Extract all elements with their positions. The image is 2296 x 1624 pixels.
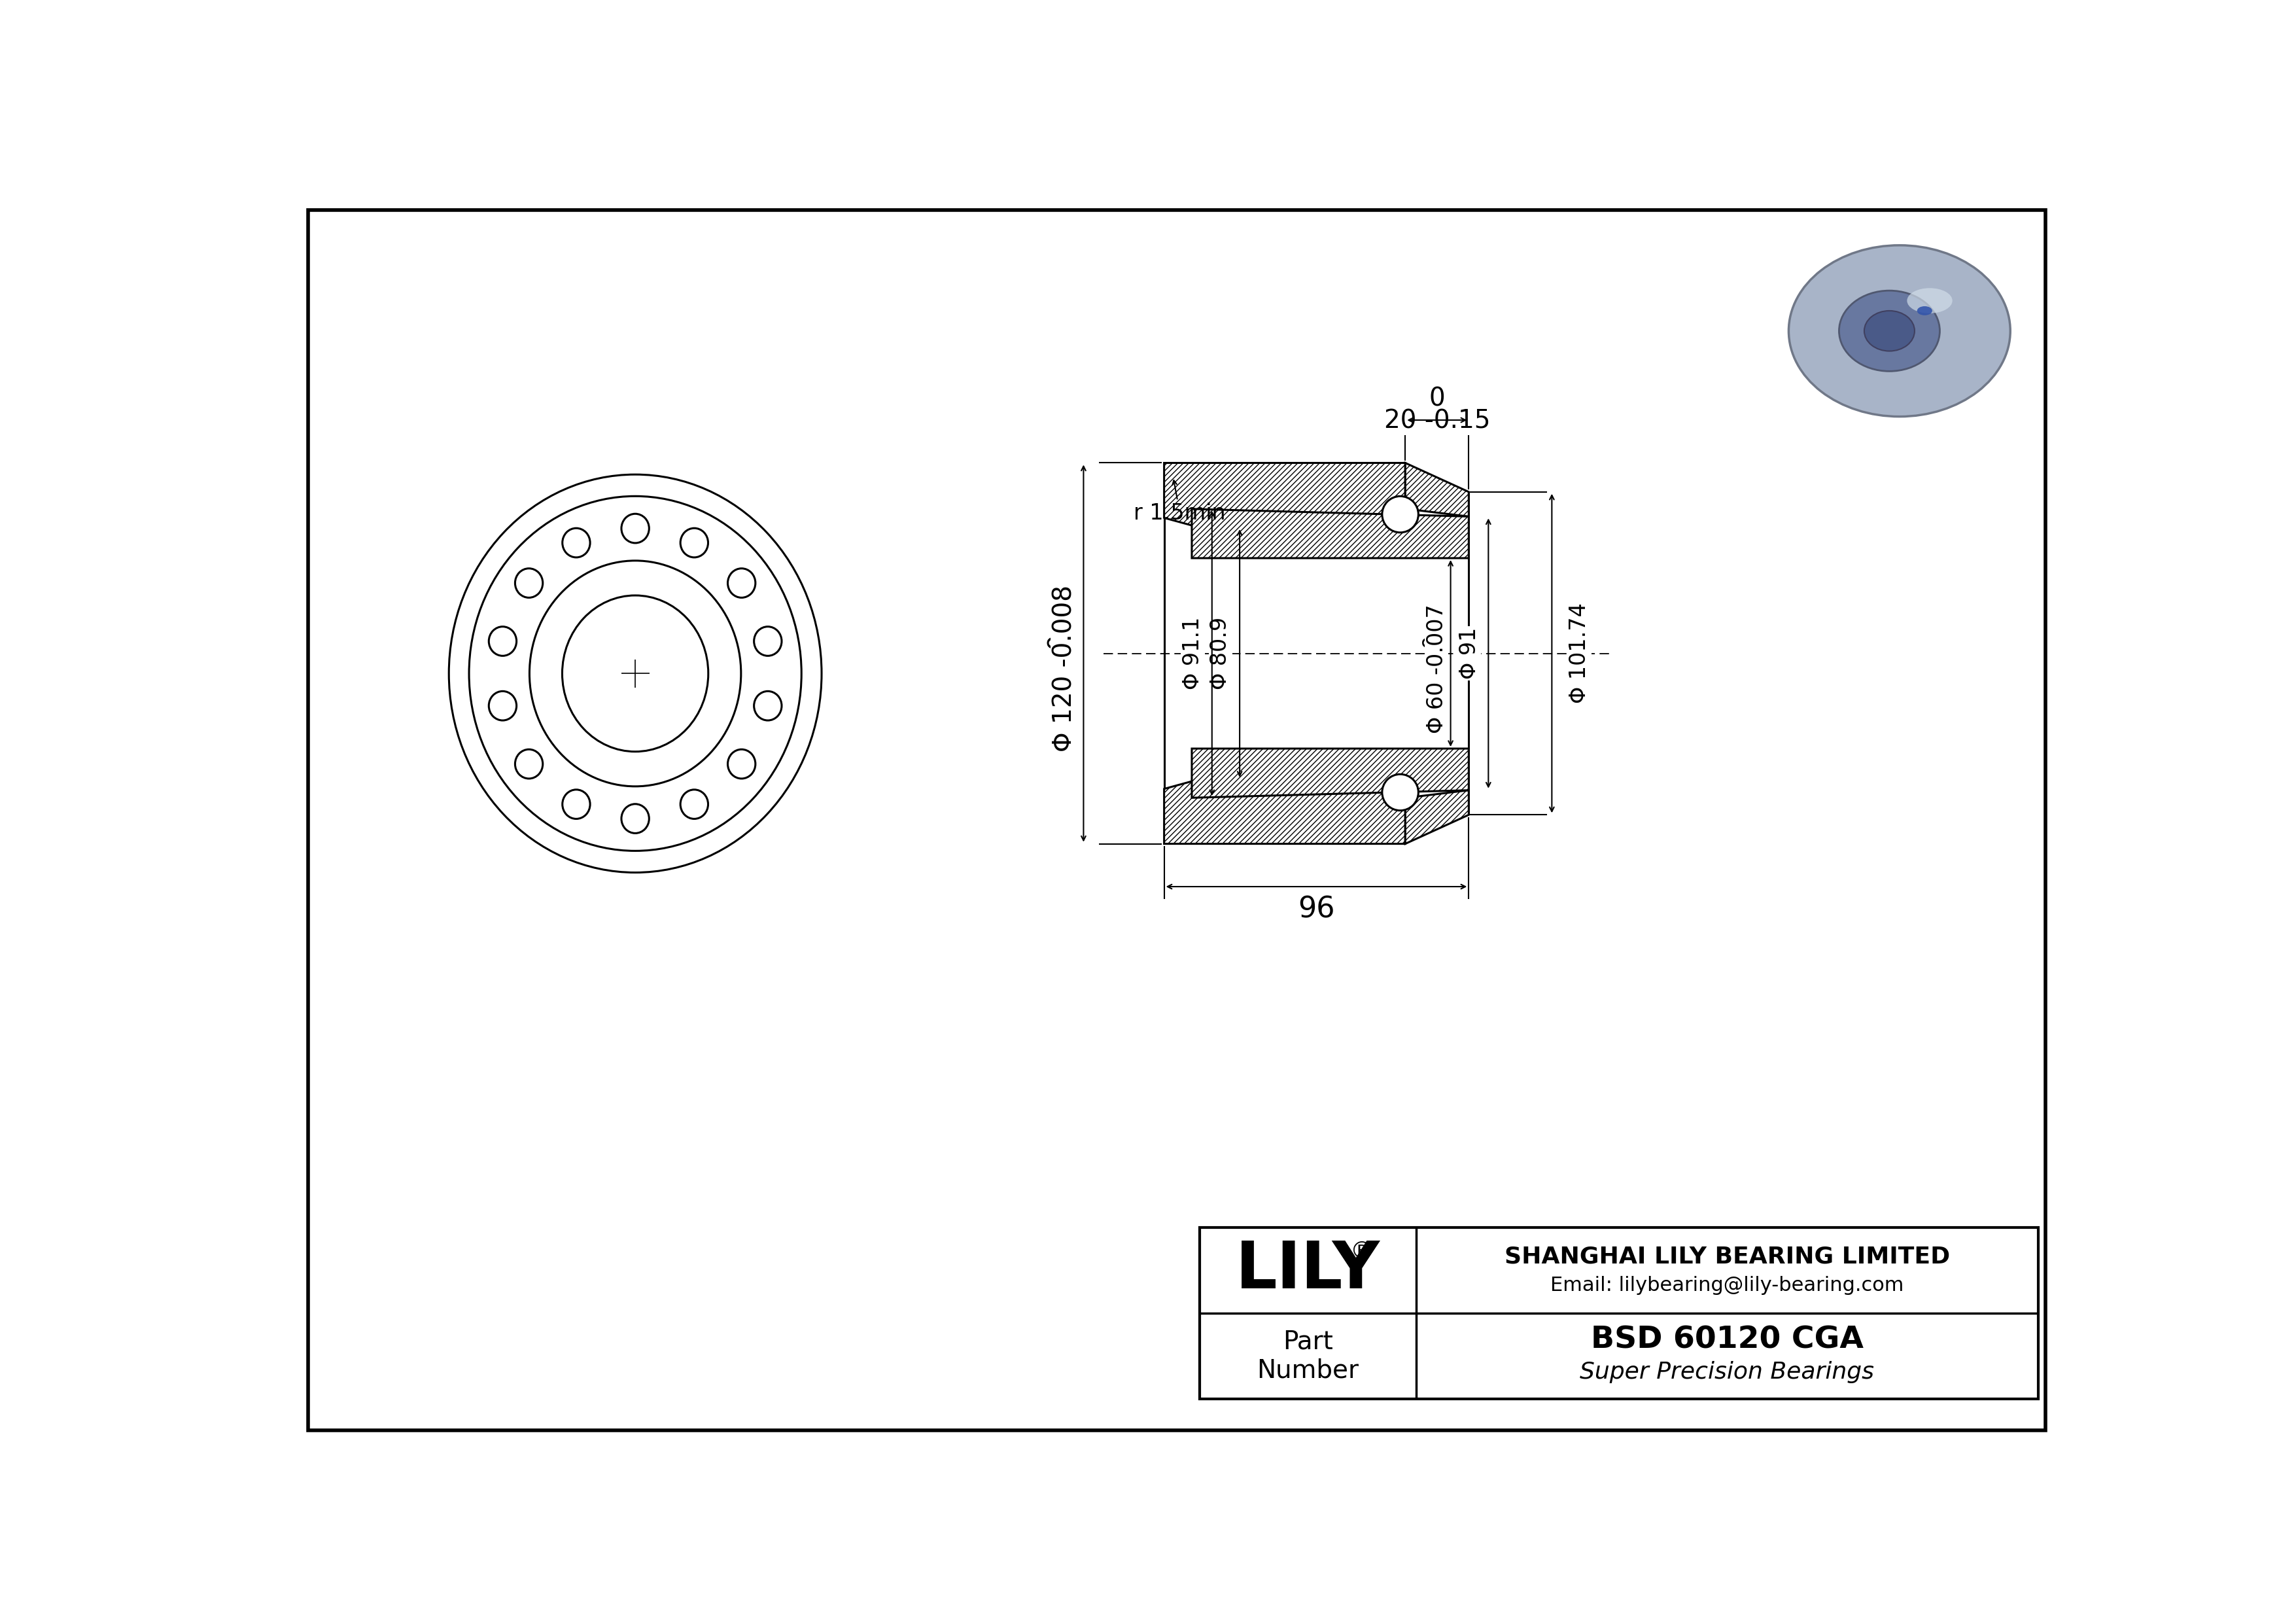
Polygon shape [1405, 463, 1469, 516]
Text: Email: lilybearing@lily-bearing.com: Email: lilybearing@lily-bearing.com [1550, 1276, 1903, 1294]
Text: 0: 0 [1421, 633, 1442, 648]
Text: Part
Number: Part Number [1256, 1330, 1359, 1384]
Text: 0: 0 [1047, 633, 1070, 650]
Circle shape [1382, 497, 1419, 533]
Ellipse shape [1839, 291, 1940, 372]
Polygon shape [1164, 780, 1405, 844]
Text: 96: 96 [1297, 895, 1334, 924]
Text: LILY: LILY [1235, 1239, 1380, 1302]
Polygon shape [1192, 749, 1469, 797]
Ellipse shape [1917, 307, 1933, 315]
Text: BSD 60120 CGA: BSD 60120 CGA [1591, 1325, 1864, 1354]
Polygon shape [1405, 791, 1469, 844]
Ellipse shape [1908, 287, 1952, 313]
Text: Φ 91.1: Φ 91.1 [1182, 617, 1203, 690]
Text: Φ 91: Φ 91 [1458, 627, 1481, 679]
Text: Φ 101.74: Φ 101.74 [1568, 603, 1591, 703]
Polygon shape [1164, 463, 1405, 528]
Text: 0: 0 [1428, 387, 1444, 411]
Polygon shape [1192, 508, 1469, 559]
Bar [1199, 1228, 2039, 1398]
Text: ®: ® [1350, 1241, 1373, 1262]
Text: Φ 120 -0.008: Φ 120 -0.008 [1052, 585, 1077, 752]
Text: r 1.5min: r 1.5min [1134, 481, 1226, 525]
Text: Super Precision Bearings: Super Precision Bearings [1580, 1361, 1874, 1384]
Circle shape [1382, 775, 1419, 810]
Ellipse shape [1864, 310, 1915, 351]
Text: 20 -0.15: 20 -0.15 [1384, 409, 1490, 434]
Text: SHANGHAI LILY BEARING LIMITED: SHANGHAI LILY BEARING LIMITED [1504, 1246, 1949, 1268]
Ellipse shape [1789, 245, 2011, 417]
Text: Φ 80.9: Φ 80.9 [1210, 617, 1231, 690]
Text: Φ 60 -0.007: Φ 60 -0.007 [1426, 604, 1446, 732]
